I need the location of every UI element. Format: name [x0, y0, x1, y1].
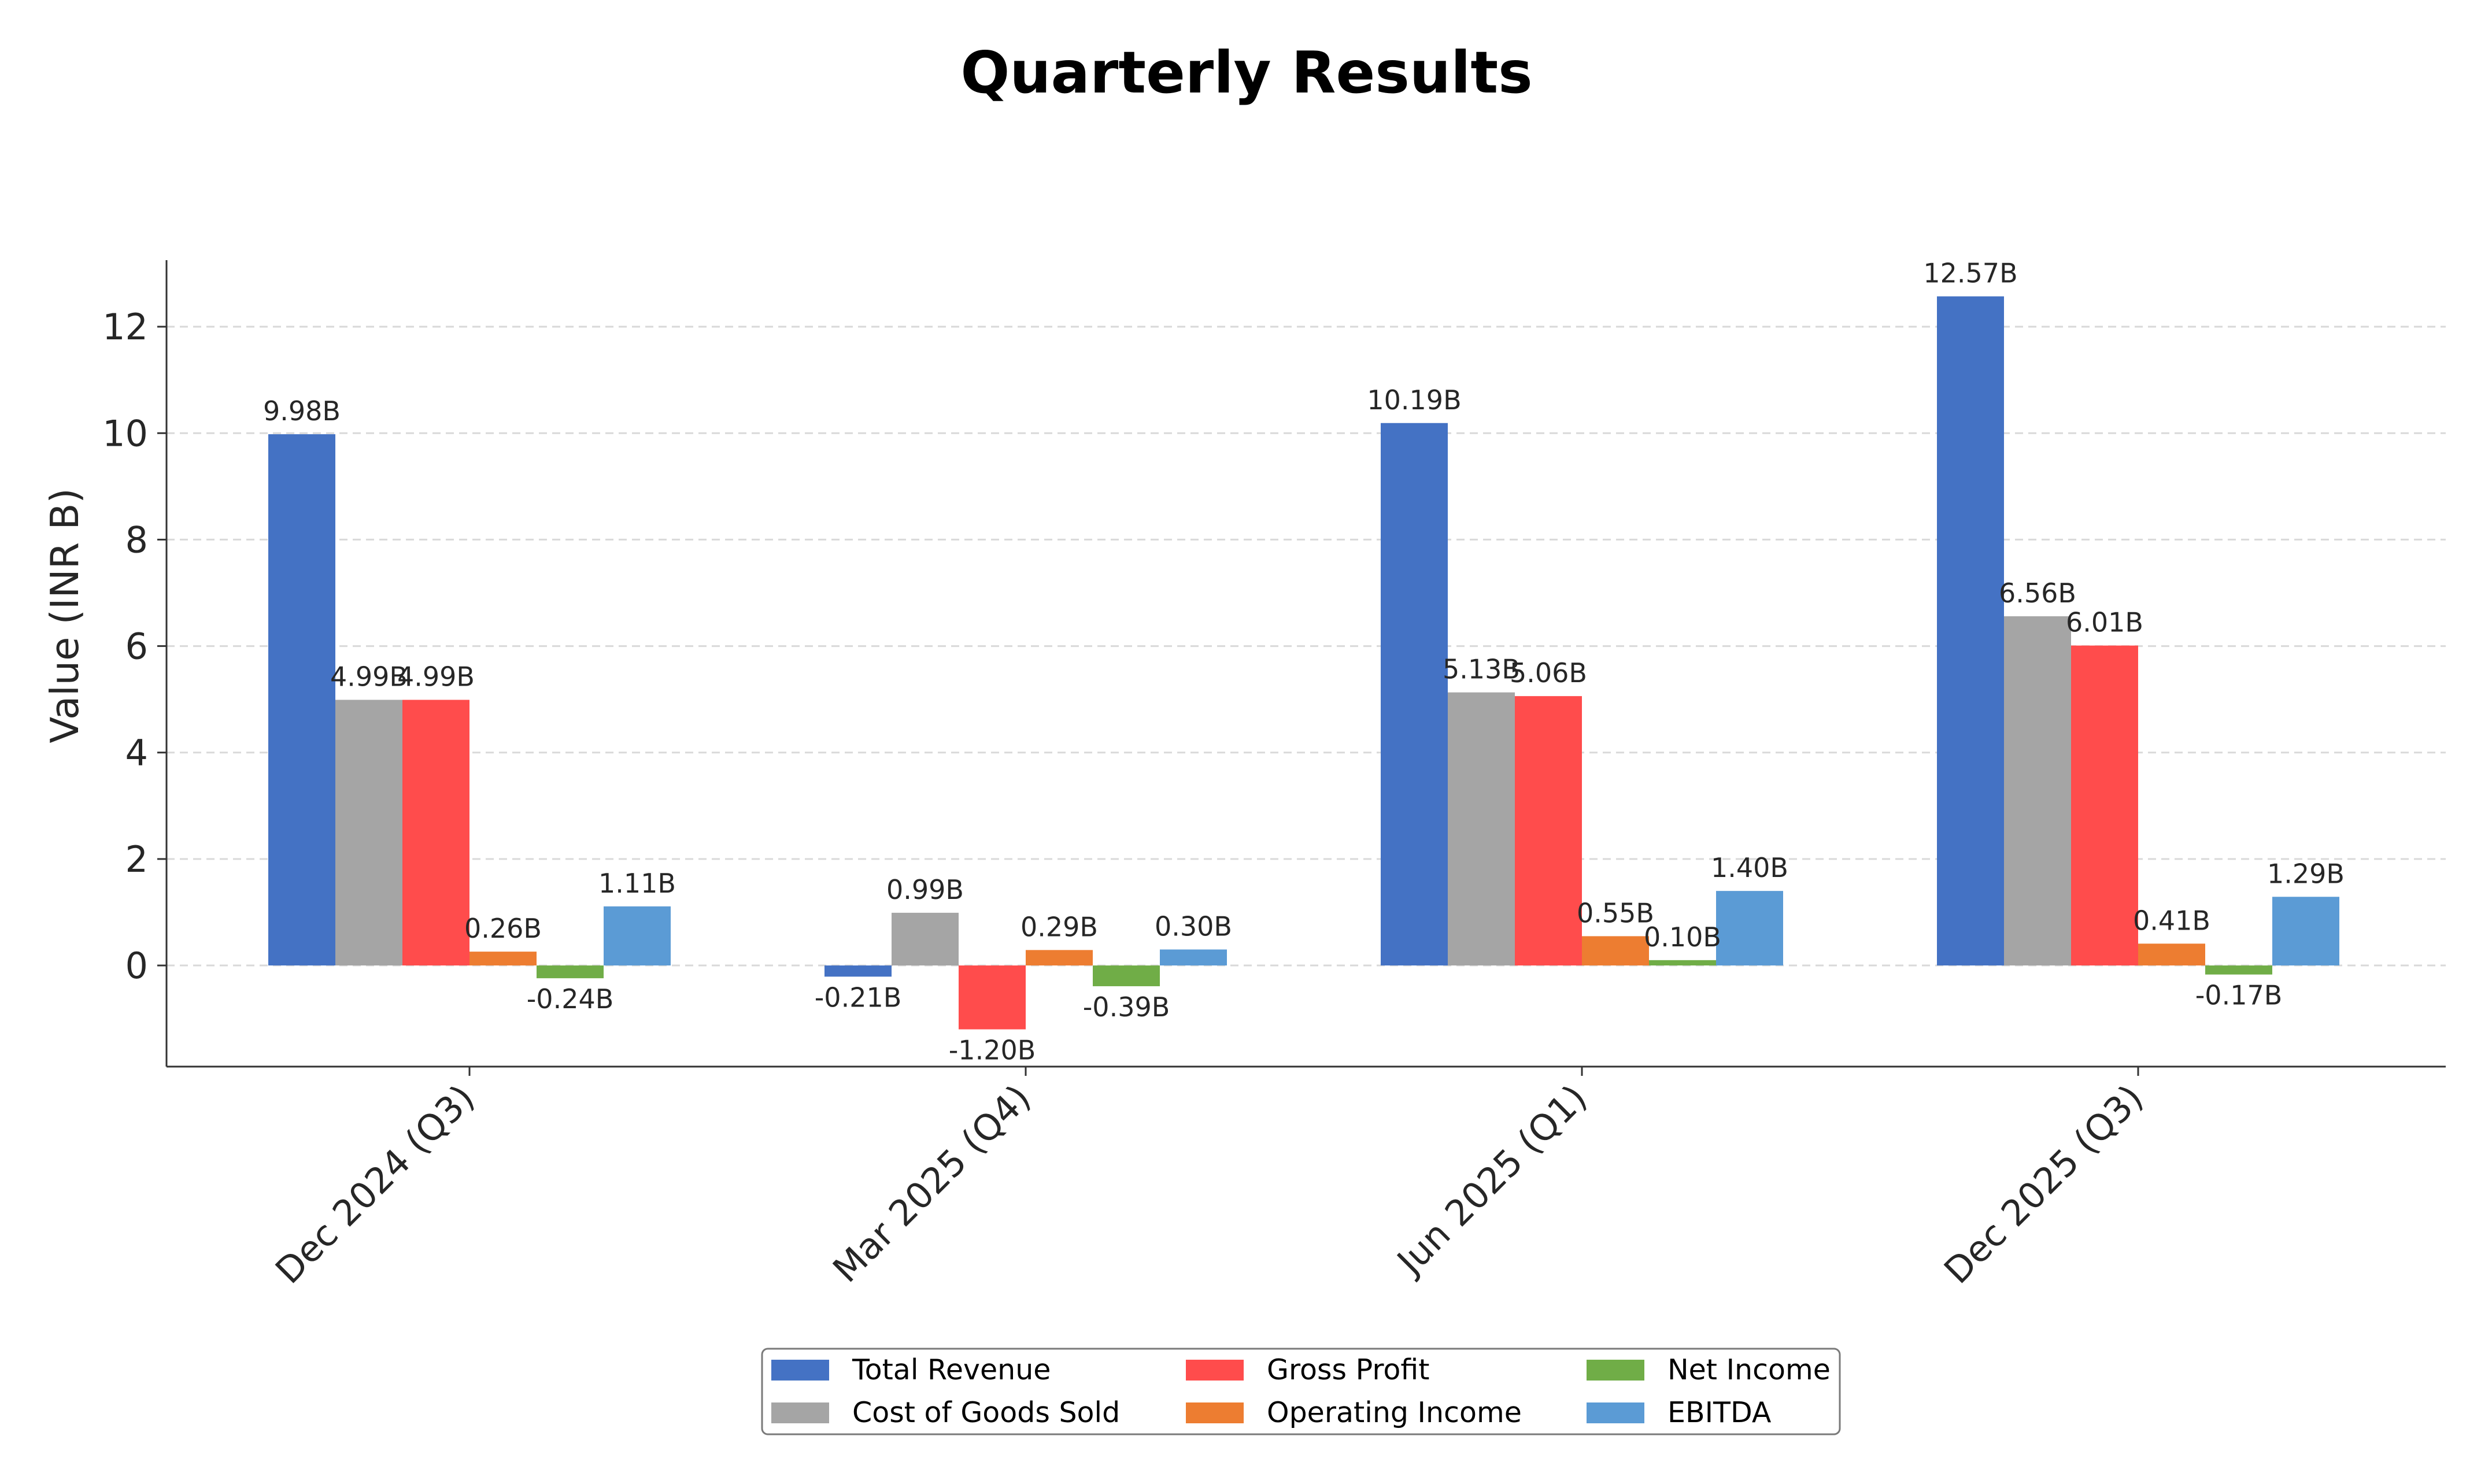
legend-label: Net Income: [1667, 1353, 1831, 1386]
bar: [1381, 423, 1448, 966]
y-tick-label: 2: [125, 838, 148, 880]
legend-label: Gross Profit: [1267, 1353, 1429, 1386]
legend-swatch: [1587, 1402, 1644, 1423]
bar: [1026, 950, 1093, 966]
bar: [1160, 949, 1227, 966]
bar: [335, 700, 402, 966]
y-tick-label: 12: [102, 306, 148, 348]
y-tick-label: 8: [125, 519, 148, 561]
value-label: 0.41B: [2133, 905, 2210, 936]
bar: [402, 700, 469, 966]
bar: [824, 965, 892, 977]
bar: [1937, 296, 2004, 966]
value-label: -1.20B: [949, 1035, 1036, 1066]
value-label: -0.39B: [1083, 991, 1170, 1023]
value-label: 12.57B: [1923, 258, 2017, 289]
value-label: 6.56B: [1999, 578, 2076, 609]
value-label: 1.29B: [2267, 858, 2345, 889]
legend-label: Total Revenue: [852, 1353, 1051, 1386]
value-label: 0.30B: [1155, 911, 1232, 942]
x-tick-label: Dec 2025 (Q3): [1936, 1076, 2151, 1292]
value-label: 1.11B: [598, 868, 676, 899]
value-label: 0.10B: [1644, 922, 1721, 953]
value-label: 5.06B: [1510, 657, 1587, 689]
legend-swatch: [771, 1360, 829, 1381]
value-label: 4.99B: [397, 661, 475, 693]
bar: [537, 965, 604, 979]
bar: [1093, 965, 1160, 986]
legend-swatch: [1186, 1360, 1244, 1381]
legend-swatch: [1587, 1360, 1644, 1381]
bar: [959, 965, 1026, 1030]
bar: [469, 952, 537, 966]
value-label: 1.40B: [1711, 852, 1788, 883]
value-label: -0.24B: [527, 983, 614, 1015]
y-tick-label: 4: [125, 732, 148, 774]
y-tick-label: 0: [125, 945, 148, 987]
legend-label: Operating Income: [1267, 1396, 1522, 1429]
value-label: 5.13B: [1443, 654, 1520, 685]
bar: [2272, 897, 2339, 966]
value-label: 6.01B: [2066, 607, 2143, 638]
value-label: -0.21B: [815, 982, 902, 1013]
x-tick-label: Dec 2024 (Q3): [267, 1076, 483, 1292]
y-axis-label: Value (INR B): [42, 488, 87, 743]
value-label: 0.55B: [1577, 897, 1654, 928]
bar: [1582, 936, 1649, 966]
y-tick-label: 10: [102, 412, 148, 454]
bar: [1716, 891, 1783, 966]
legend-box: [761, 1348, 1841, 1435]
legend-swatch: [1186, 1402, 1244, 1423]
bars: [268, 296, 2339, 1030]
legend-label: Cost of Goods Sold: [852, 1396, 1120, 1429]
value-label: 4.99B: [330, 661, 408, 693]
chart-title: Quarterly Results: [960, 39, 1532, 106]
x-tick-label: Jun 2025 (Q1): [1388, 1076, 1595, 1284]
value-label: 0.99B: [886, 874, 964, 905]
bar: [2004, 616, 2071, 966]
legend-swatch: [771, 1402, 829, 1423]
x-tick-label: Mar 2025 (Q4): [824, 1076, 1038, 1290]
bar: [2071, 645, 2138, 966]
value-label: 9.98B: [263, 395, 341, 427]
value-label: 0.29B: [1020, 911, 1098, 942]
legend-label: EBITDA: [1667, 1396, 1772, 1429]
value-label: 0.26B: [464, 913, 542, 944]
value-label: 10.19B: [1367, 384, 1461, 416]
bar: [1448, 692, 1515, 966]
bar: [604, 906, 671, 966]
bar: [892, 912, 959, 966]
bar: [268, 434, 335, 966]
legend: Total Revenue Cost of Goods Sold Gross Pro…: [761, 1348, 1841, 1435]
bar: [1515, 696, 1582, 966]
bar: [1649, 960, 1716, 966]
bar: [2205, 965, 2272, 975]
value-label: -0.17B: [2195, 980, 2283, 1011]
y-tick-label: 6: [125, 626, 148, 668]
bar: [2138, 943, 2205, 966]
